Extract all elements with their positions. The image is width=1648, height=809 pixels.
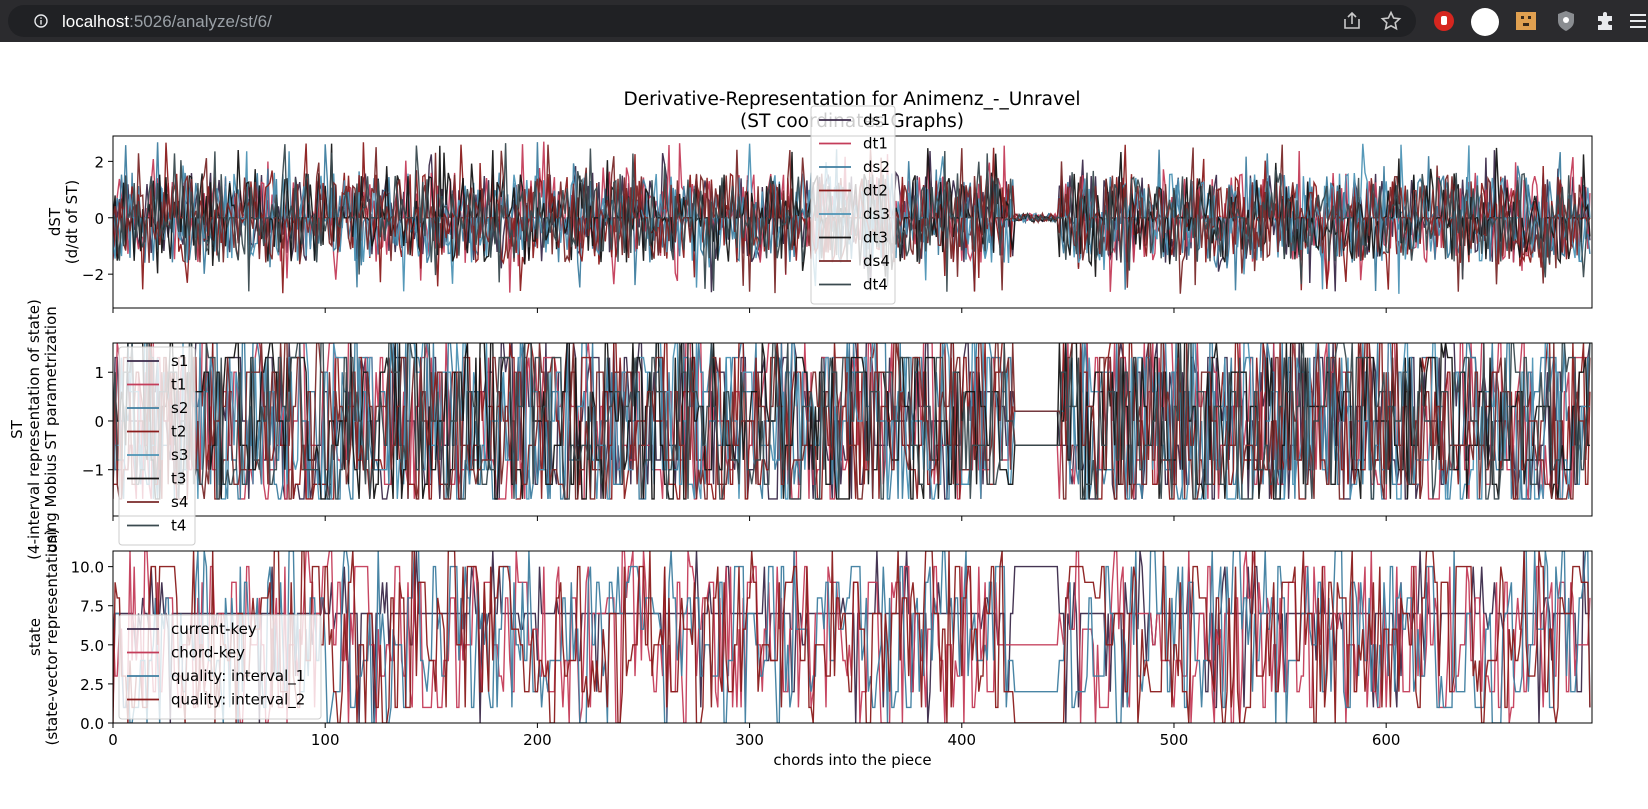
plot-area-1 (113, 343, 1591, 500)
shield-extension-icon[interactable] (1555, 10, 1577, 32)
url-host: localhost (62, 12, 130, 31)
y-axis-label: dST (46, 207, 64, 236)
legend-label: quality: interval_1 (171, 667, 305, 686)
legend-box (118, 614, 322, 720)
plot-area-2 (113, 551, 1591, 723)
browser-toolbar: localhost:5026/analyze/st/6/ (0, 0, 1648, 42)
series-line (113, 551, 1591, 723)
star-icon[interactable] (1380, 10, 1402, 32)
x-tick-label: 400 (947, 731, 976, 749)
y-tick-label: 7.5 (80, 598, 104, 616)
legend-label: dt2 (863, 182, 888, 200)
y-tick-label: 2 (94, 153, 104, 171)
y-tick-label: 0 (94, 210, 104, 228)
x-tick-label: 300 (735, 731, 764, 749)
legend-1: s1 t1 s2 t2 s3 t3 s4 t4 (118, 346, 196, 546)
x-tick-label: 200 (523, 731, 552, 749)
menu-icon[interactable] (1628, 10, 1648, 32)
face-extension-icon[interactable] (1515, 10, 1537, 32)
series-line (113, 343, 1590, 500)
y-tick-label: 5.0 (80, 637, 104, 655)
url-text[interactable]: localhost:5026/analyze/st/6/ (62, 12, 272, 32)
profile-circle-icon[interactable] (1470, 7, 1500, 37)
legend-label: t4 (171, 517, 186, 535)
axes-state: 0.0 2.5 5.0 7.5 10.0 0 100 200 300 400 500 600 chord… (26, 528, 1593, 769)
y-axis-label: (d/dt of ST) (63, 180, 81, 264)
y-tick-label: −2 (82, 266, 104, 284)
legend-2: current-key chord-key quality: interval_1q… (118, 614, 322, 720)
url-path: :5026/analyze/st/6/ (129, 12, 272, 31)
legend-label: s3 (171, 446, 188, 464)
x-tick-label: 600 (1372, 731, 1401, 749)
legend-label: chord-key (171, 644, 245, 662)
series-line (113, 551, 1591, 723)
share-icon[interactable] (1341, 10, 1363, 32)
legend-box (118, 346, 196, 546)
legend-label: ds4 (863, 252, 890, 270)
y-axis-label: (state-vector representation) (43, 528, 61, 745)
y-tick-label: 2.5 (80, 676, 104, 694)
x-axis-label: chords into the piece (773, 751, 931, 769)
legend-label: t3 (171, 470, 186, 488)
legend-label: t2 (171, 423, 186, 441)
y-axis-label: (4-interval representation of state) (25, 299, 43, 560)
legend-label: s4 (171, 493, 188, 511)
y-tick-label: 10.0 (71, 559, 104, 577)
figure: Derivative-Representation for Animenz_-_… (8, 89, 1593, 769)
series-line (113, 343, 1591, 500)
legend-label: dt3 (863, 229, 888, 247)
address-bar[interactable]: localhost:5026/analyze/st/6/ (8, 5, 1416, 37)
axes-frame (112, 550, 1593, 724)
series-line (113, 343, 1590, 500)
legend-label: current-key (171, 620, 257, 638)
puzzle-extensions-icon[interactable] (1594, 10, 1616, 32)
legend-box (810, 105, 896, 305)
y-tick-label: 0 (94, 413, 104, 431)
x-tick-label: 100 (311, 731, 340, 749)
legend-label: dt4 (863, 276, 888, 294)
legend-label: ds1 (863, 111, 890, 129)
info-icon[interactable] (34, 14, 48, 28)
y-axis-label: using Mobius ST parametrization (42, 306, 60, 553)
y-axis-label: state (26, 618, 44, 656)
axes-st: −1 0 1 ST (4-interval representation of stat… (8, 299, 1593, 560)
y-tick-label: −1 (82, 462, 104, 480)
y-tick-label: 1 (94, 364, 104, 382)
legend-0: ds1 dt1 ds2 dt2 ds3 dt3 ds4 dt4 (810, 105, 896, 305)
legend-label: ds3 (863, 205, 890, 223)
x-tick-label: 0 (108, 731, 118, 749)
y-axis-label: ST (8, 419, 26, 439)
axes-frame (112, 342, 1593, 517)
x-tick-label: 500 (1160, 731, 1189, 749)
legend-label: ds2 (863, 158, 890, 176)
legend-label: s1 (171, 352, 188, 370)
legend-label: dt1 (863, 135, 888, 153)
series-line (113, 343, 1591, 500)
legend-label: s2 (171, 399, 188, 417)
red-hand-extension-icon[interactable] (1433, 10, 1455, 32)
legend-label: quality: interval_2 (171, 691, 305, 710)
legend-label: t1 (171, 376, 186, 394)
y-tick-label: 0.0 (80, 715, 104, 733)
chart-title-line-1: Derivative-Representation for Animenz_-_… (624, 89, 1081, 110)
axes-derivative: −2 0 2 dST (d/dt of ST) ds1 dt1 ds2 dt2 ds3 dt3 ds4… (46, 105, 1593, 313)
